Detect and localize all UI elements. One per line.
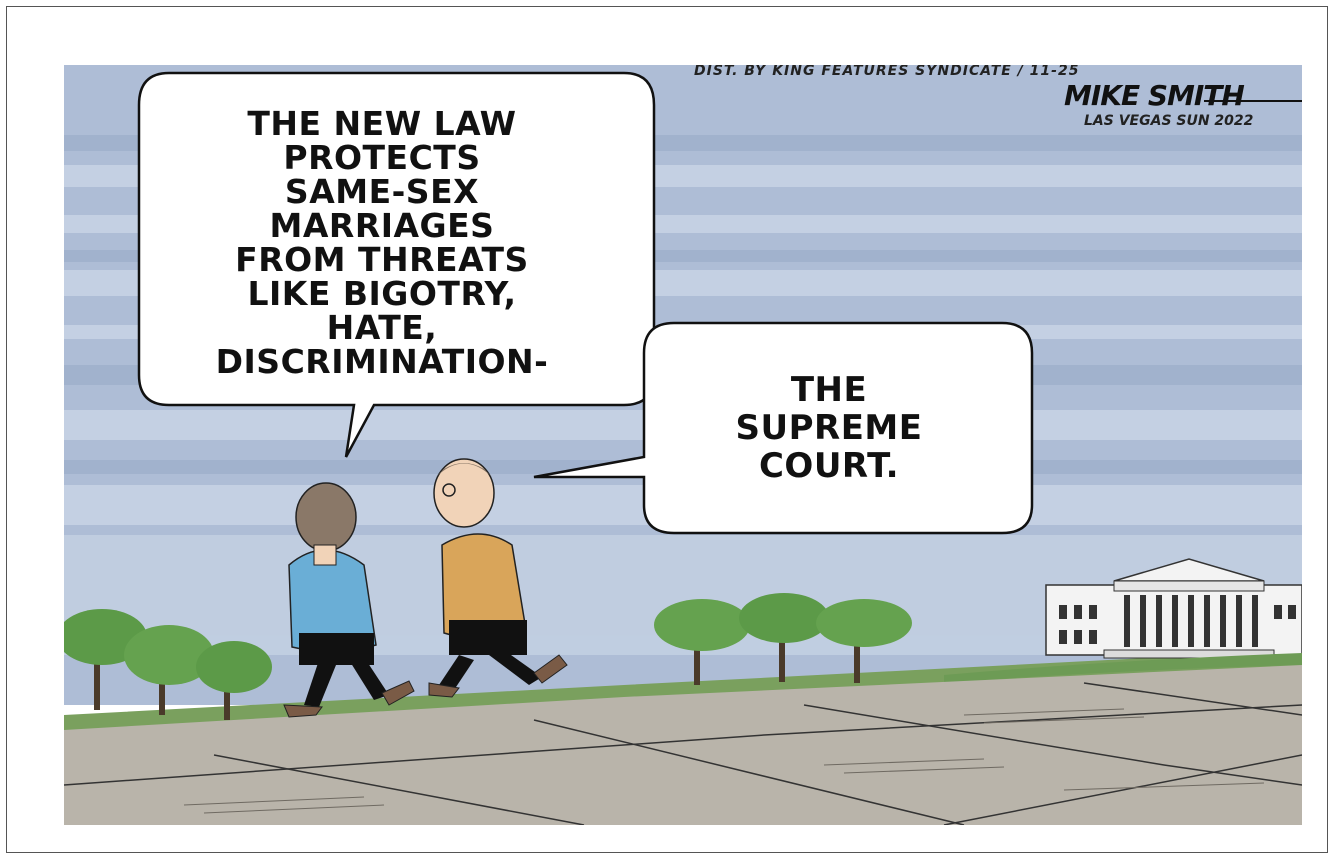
speech-bubble-1-text: THE NEW LAW PROTECTS SAME-SEX MARRIAGES … — [215, 104, 549, 381]
man-with-glasses-in-orange-shirt — [428, 458, 568, 698]
tree-group-left — [64, 609, 272, 720]
cartoon-illustration — [64, 65, 1302, 825]
speech-bubble-1 — [137, 71, 656, 458]
grass-near-building — [944, 653, 1302, 683]
cartoon-panel: THE NEW LAW PROTECTS SAME-SEX MARRIAGES … — [64, 65, 1302, 825]
cartoon-frame: THE NEW LAW PROTECTS SAME-SEX MARRIAGES … — [6, 6, 1328, 853]
pavement-hatching — [183, 708, 1265, 814]
pavement-lines — [64, 682, 1302, 825]
speech-bubble-2-text: THE SUPREME COURT. — [735, 370, 923, 486]
artist-publication: LAS VEGAS SUN 2022 — [1084, 113, 1254, 129]
supreme-court-building — [1045, 558, 1302, 659]
artist-signature: MIKE SMITH — [1064, 79, 1245, 112]
speech-bubble-2 — [533, 321, 1034, 535]
distribution-credit: DIST. BY KING FEATURES SYNDICATE / 11-25 — [694, 65, 1080, 79]
man-in-blue-shirt — [283, 482, 415, 718]
tree-group-middle — [654, 593, 912, 685]
